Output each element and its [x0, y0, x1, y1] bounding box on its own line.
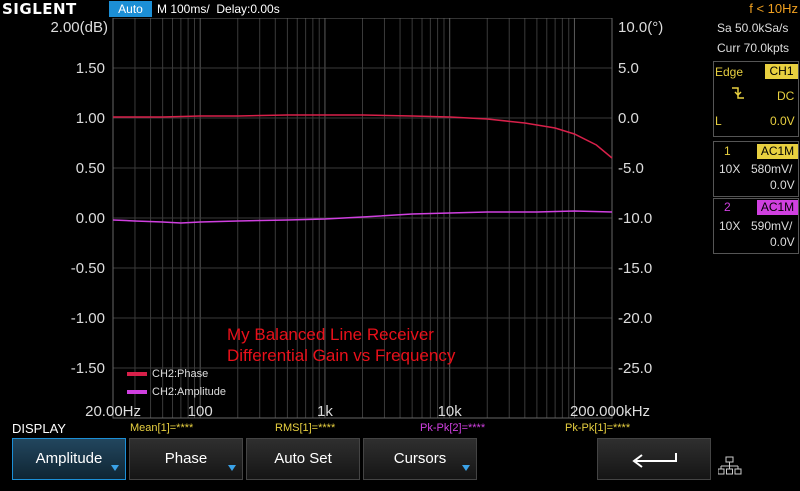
plot-series [112, 114, 613, 224]
annotation-line-2: Differential Gain vs Frequency [227, 346, 456, 365]
right-axis-tick-label: -5.0 [618, 160, 644, 177]
plot-legend: CH2:Phase CH2:Amplitude [127, 368, 226, 398]
ch2-scale: 590mV/ [751, 219, 793, 233]
plot-frame [112, 17, 613, 419]
left-axis-tick-label: -0.50 [71, 260, 105, 277]
brand-logo: SIGLENT [2, 0, 77, 18]
measurement-pkpk-2: Pk-Pk[2]=**** [420, 422, 486, 434]
return-arrow-icon [632, 453, 677, 468]
measurement-pkpk-1: Pk-Pk[1]=**** [565, 422, 631, 434]
ch1-panel[interactable] [713, 141, 799, 197]
legend-swatch [127, 372, 147, 376]
left-axis-tick-label: 0.50 [76, 160, 105, 177]
chevron-down-icon [228, 465, 236, 471]
ch2-coupling-badge[interactable]: AC1M [757, 200, 798, 215]
network-icon [718, 456, 742, 475]
x-axis-tick-label: 10k [438, 403, 463, 420]
right-axis-tick-label: -10.0 [618, 210, 652, 227]
bode-plot-area[interactable]: 2.00(dB) 1.50 1.00 0.50 0.00 -0.50 -1.00 -1.50 1… [0, 17, 712, 420]
ch2-number: 2 [724, 200, 731, 214]
left-axis-tick-label: 1.00 [76, 110, 105, 127]
trigger-level-label: L [715, 114, 722, 128]
ch1-coupling-badge[interactable]: AC1M [757, 144, 798, 159]
trigger-coupling: DC [777, 89, 795, 103]
plot-axes: 2.00(dB) 1.50 1.00 0.50 0.00 -0.50 -1.00 -1.50 1… [50, 19, 663, 420]
right-axis-tick-label: 0.0 [618, 110, 639, 127]
amplitude-softkey-label: Amplitude [35, 450, 103, 467]
x-axis-tick-label: 100 [188, 403, 213, 420]
cursors-softkey[interactable]: Cursors [363, 438, 477, 480]
ch1-offset: 0.0V [770, 178, 795, 192]
plot-grid [112, 17, 613, 419]
trigger-type: Edge [715, 65, 744, 79]
right-axis-tick-label: -15.0 [618, 260, 652, 277]
ch1-scale: 580mV/ [751, 162, 793, 176]
right-axis-title: 10.0(°) [618, 19, 663, 36]
return-softkey[interactable] [597, 438, 711, 480]
status-bar: SIGLENT Auto M 100ms/ Delay:0.00s f < 10… [0, 0, 800, 18]
ch1-number: 1 [724, 144, 731, 158]
left-axis-tick-label: -1.00 [71, 310, 105, 327]
legend-label: CH2:Phase [152, 368, 208, 380]
annotation-line-1: My Balanced Line Receiver [227, 325, 434, 344]
right-axis-tick-label: -25.0 [618, 360, 652, 377]
x-axis-tick-label: 20.00Hz [85, 403, 141, 420]
chevron-down-icon [462, 465, 470, 471]
trigger-panel[interactable] [713, 61, 799, 137]
auto-set-softkey[interactable]: Auto Set [246, 438, 360, 480]
trigger-frequency-readout: f < 10Hz [749, 1, 798, 16]
right-axis-tick-label: -20.0 [618, 310, 652, 327]
menu-title: DISPLAY [12, 421, 66, 436]
legend-label: CH2:Amplitude [152, 386, 226, 398]
ch2-panel[interactable] [713, 198, 799, 254]
x-axis-tick-label: 1k [317, 403, 333, 420]
phase-softkey[interactable]: Phase [129, 438, 243, 480]
ch2-probe: 10X [719, 219, 741, 233]
rising-edge-icon [732, 87, 744, 99]
trigger-source-badge[interactable]: CH1 [765, 64, 798, 79]
phase-softkey-label: Phase [164, 450, 208, 467]
series-line-amplitude [112, 210, 613, 224]
ch1-probe: 10X [719, 162, 741, 176]
memory-depth: Curr 70.0kpts [717, 41, 790, 55]
trigger-level: 0.0V [770, 114, 795, 128]
left-axis-tick-label: -1.50 [71, 360, 105, 377]
x-axis-tick-label: 200.000kHz [570, 403, 650, 420]
left-axis-title: 2.00(dB) [50, 19, 108, 36]
measurement-mean-1: Mean[1]=**** [130, 422, 194, 434]
bode-plot[interactable]: 2.00(dB) 1.50 1.00 0.50 0.00 -0.50 -1.00 -1.50 1… [0, 17, 712, 420]
auto-set-softkey-label: Auto Set [274, 450, 332, 467]
measurement-rms-1: RMS[1]=**** [275, 422, 336, 434]
chevron-down-icon [111, 465, 119, 471]
cursors-softkey-label: Cursors [393, 450, 447, 467]
right-axis-tick-label: 5.0 [618, 60, 639, 77]
measurement-bar: Mean[1]=**** RMS[1]=**** Pk-Pk[2]=**** P… [0, 420, 800, 436]
amplitude-softkey[interactable]: Amplitude [12, 438, 126, 480]
left-axis-tick-label: 1.50 [76, 60, 105, 77]
left-axis-tick-label: 0.00 [76, 210, 105, 227]
ch2-offset: 0.0V [770, 235, 795, 249]
sample-rate: Sa 50.0kSa/s [717, 21, 789, 35]
series-line-phase [113, 114, 613, 159]
legend-swatch [127, 390, 147, 394]
trigger-mode-badge[interactable]: Auto [109, 1, 152, 17]
timebase-readout: M 100ms/ Delay:0.00s [157, 2, 280, 16]
